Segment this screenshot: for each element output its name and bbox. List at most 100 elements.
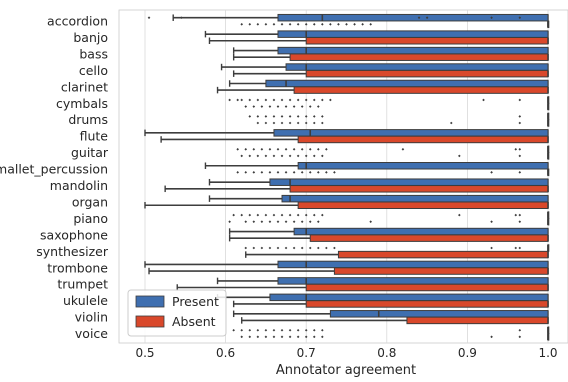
box-absent-ukulele xyxy=(232,300,549,308)
box-present-mallet_percussion xyxy=(204,162,549,170)
box-body xyxy=(297,162,549,170)
flier-point xyxy=(329,23,332,26)
box-absent-organ xyxy=(144,201,549,209)
flier-point xyxy=(304,23,308,26)
flier-point xyxy=(248,115,252,118)
flier-point xyxy=(321,121,324,125)
y-tick-label: trumpet xyxy=(57,277,108,292)
flier-point xyxy=(518,115,522,118)
flier-point xyxy=(284,171,288,174)
y-tick-label: trombone xyxy=(47,260,108,275)
flier-point xyxy=(300,246,304,250)
y-tick-label: piano xyxy=(73,211,108,226)
marks xyxy=(144,13,550,341)
flier-point xyxy=(244,220,248,223)
flier-point xyxy=(268,220,272,223)
y-tick-label: violin xyxy=(75,310,108,325)
flier-point xyxy=(518,121,522,125)
flier-point xyxy=(284,148,288,151)
flier-point xyxy=(316,220,320,223)
box-present-bass xyxy=(232,46,549,55)
flier-point xyxy=(300,105,304,108)
flier-point xyxy=(369,220,372,223)
box-body xyxy=(329,310,549,318)
box-absent-trumpet xyxy=(176,283,549,292)
flier-point xyxy=(248,23,252,26)
flier-point xyxy=(321,335,324,339)
box-absent-cymbals xyxy=(244,102,550,111)
flier-point xyxy=(272,98,276,102)
flier-point xyxy=(256,98,260,102)
box-body xyxy=(289,185,549,193)
flier-point xyxy=(518,328,522,332)
flier-point xyxy=(252,220,256,223)
flier-point xyxy=(308,148,312,151)
flier-point xyxy=(232,213,235,217)
flier-point xyxy=(248,328,252,332)
box-body xyxy=(293,86,549,94)
box-absent-violin xyxy=(241,316,549,325)
flier-point xyxy=(333,246,336,250)
legend-label-present: Present xyxy=(172,294,219,309)
flier-point xyxy=(272,115,276,118)
box-absent-banjo xyxy=(208,37,549,45)
flier-point xyxy=(236,171,239,174)
flier-point xyxy=(268,171,272,174)
flier-point xyxy=(228,98,231,102)
box-body xyxy=(289,53,549,61)
box-absent-drums xyxy=(256,119,550,127)
flier-point xyxy=(296,213,300,217)
flier-point xyxy=(312,154,316,158)
flier-point xyxy=(260,105,264,108)
box-body xyxy=(277,260,549,269)
flier-point xyxy=(312,23,316,26)
box-body xyxy=(297,201,549,209)
flier-point xyxy=(329,98,332,102)
x-tick-label: 0.5 xyxy=(135,346,154,360)
flier-point xyxy=(514,213,518,217)
flier-point xyxy=(321,115,324,118)
flier-point xyxy=(256,335,260,339)
x-tick-label: 1.0 xyxy=(538,346,557,360)
flier-point xyxy=(518,16,522,19)
box-absent-cello xyxy=(232,69,549,78)
flier-point xyxy=(252,246,256,250)
flier-point xyxy=(490,171,493,174)
flier-point xyxy=(518,171,522,174)
flier-point xyxy=(288,213,292,217)
flier-point xyxy=(401,148,405,151)
flier-point xyxy=(264,335,268,339)
flier-point xyxy=(272,121,276,125)
y-tick-label: accordion xyxy=(47,14,108,29)
y-tick-label: guitar xyxy=(71,145,109,160)
flier-point xyxy=(244,171,248,174)
flier-point xyxy=(304,98,308,102)
box-body xyxy=(277,30,549,38)
box-absent-trombone xyxy=(148,267,549,275)
flier-point xyxy=(308,220,312,223)
flier-point xyxy=(248,335,252,339)
box-body xyxy=(305,283,549,292)
box-body xyxy=(305,300,549,308)
box-body xyxy=(333,267,549,275)
box-body xyxy=(293,227,549,236)
flier-point xyxy=(345,23,348,26)
flier-point xyxy=(292,246,296,250)
flier-point xyxy=(240,98,244,102)
box-absent-bass xyxy=(232,53,549,61)
flier-point xyxy=(236,98,239,102)
flier-point xyxy=(280,98,284,102)
box-absent-mallet_percussion xyxy=(236,168,550,177)
box-present-piano xyxy=(232,211,550,219)
box-body xyxy=(337,250,549,259)
flier-point xyxy=(264,98,268,102)
y-tick-label: clarinet xyxy=(61,79,108,94)
box-present-guitar xyxy=(236,145,550,154)
flier-point xyxy=(280,23,284,26)
legend: Present Absent xyxy=(127,289,227,337)
box-body xyxy=(281,194,549,203)
flier-point xyxy=(179,16,183,19)
flier-point xyxy=(333,171,336,174)
flier-point xyxy=(272,154,276,158)
